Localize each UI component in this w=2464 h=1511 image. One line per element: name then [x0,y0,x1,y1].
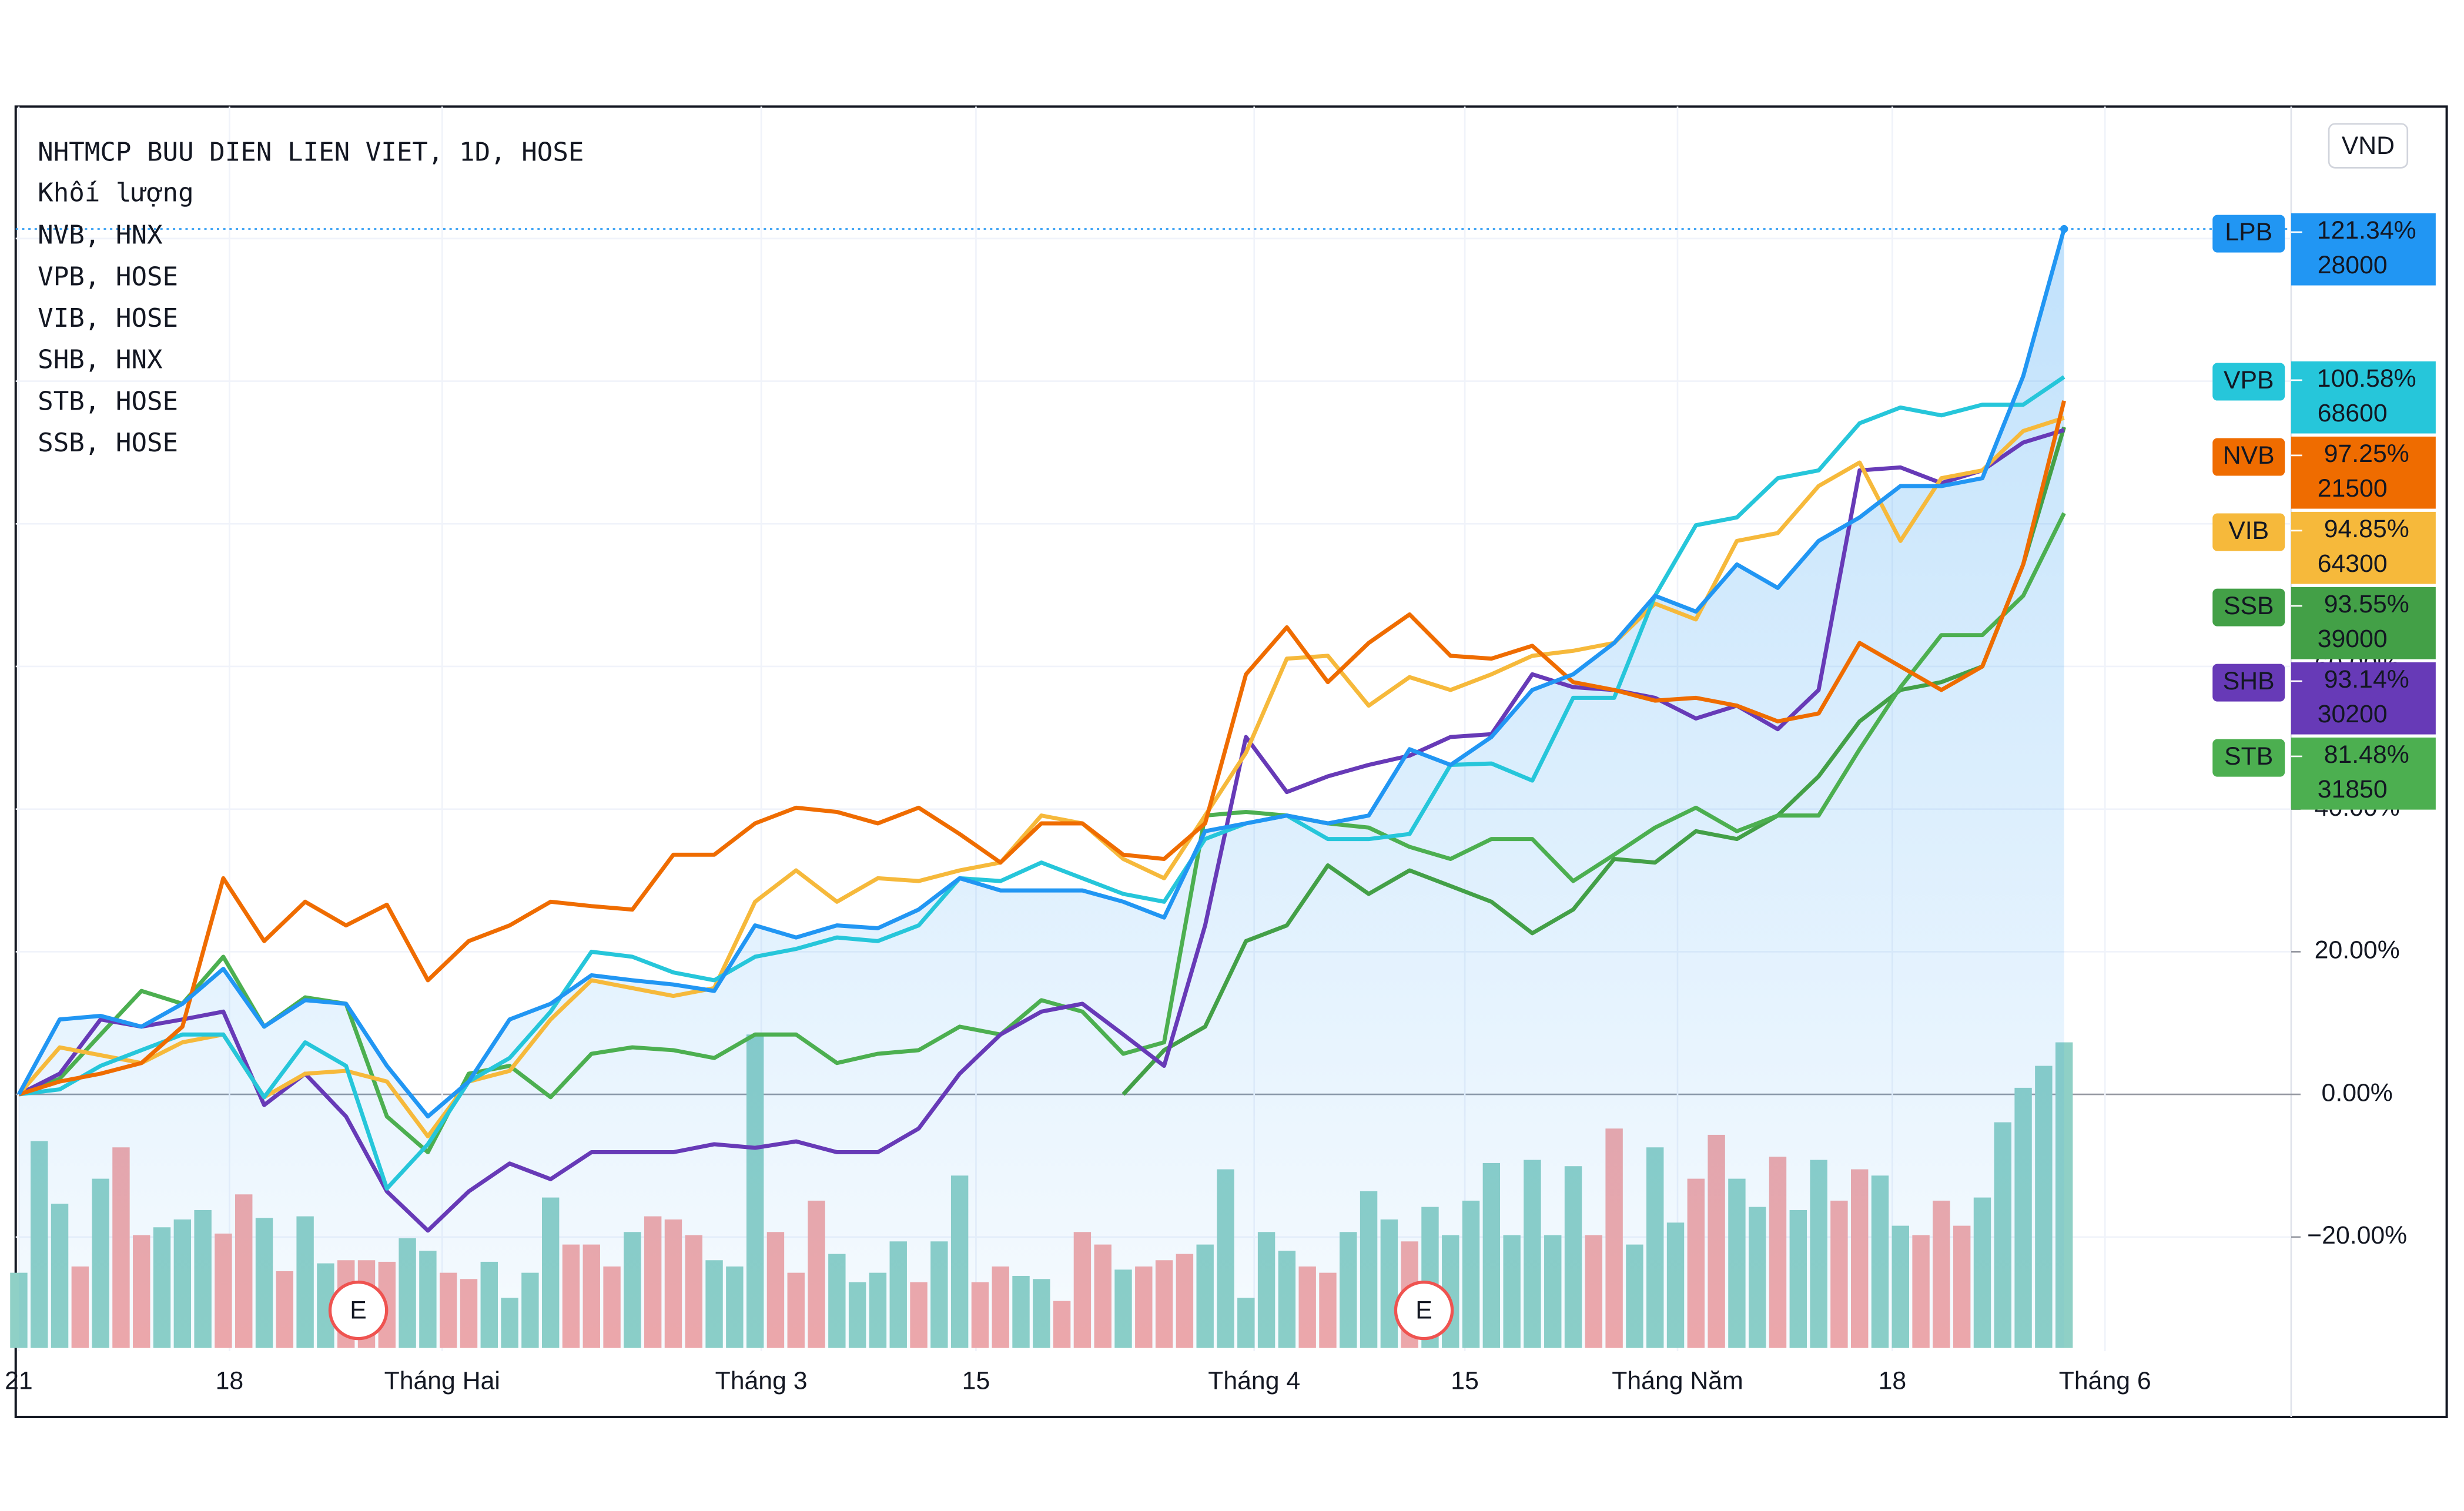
badge-price: 39000 [2318,625,2388,653]
badge-name: VPB [2224,366,2274,394]
legend-title: NHTMCP BUU DIEN LIEN VIET, 1D, HOSE [38,137,584,167]
series-line [18,375,2065,1191]
y-tick-label: 0.00% [2322,1078,2393,1107]
badge-name: VIB [2228,517,2269,545]
price-badge: VIB 94.85% 64300 [2212,511,2436,584]
price-badge: SSB 93.55% 39000 [2212,587,2436,659]
event-marker[interactable] [1394,1280,1454,1341]
badge-name-box [2212,664,2285,702]
event-label: E [350,1296,367,1325]
series-area [19,229,2064,1348]
badge-percent: 93.55% [2324,590,2409,618]
price-badge: LPB 121.34% 28000 [2212,213,2436,286]
legend-entry: SSB, HOSE [38,428,178,458]
badge-percent: 81.48% [2324,741,2409,769]
badge-name-box [2212,363,2285,401]
badge-price: 30200 [2318,700,2388,728]
badge-name: SSB [2224,592,2274,620]
badge-value-box [2291,361,2436,434]
legend-entry: VPB, HOSE [38,262,178,292]
price-badge: SHB 93.14% 30200 [2212,662,2436,735]
legend-volume: Khối lượng [38,178,194,208]
badge-price: 68600 [2318,399,2388,427]
event-label: E [1415,1296,1432,1325]
x-tick-label: Tháng Hai [384,1367,500,1395]
y-tick-label: −20.00% [2307,1221,2407,1249]
badge-name: NVB [2223,441,2275,470]
x-tick-label: Tháng 3 [715,1367,808,1395]
badge-percent: 97.25% [2324,440,2409,468]
price-badge: NVB 97.25% 21500 [2212,436,2436,509]
price-badge: VPB 100.58% 68600 [2212,361,2436,434]
price-badge: STB 81.48% 31850 [2212,737,2436,810]
badge-percent: 93.14% [2324,665,2409,693]
badge-value-box [2291,213,2436,286]
badge-name-box [2212,513,2285,551]
legend-entry: SHB, HNX [38,345,163,375]
badge-value-box [2291,587,2436,659]
badge-name-box [2212,438,2285,476]
badge-value-box [2291,737,2436,810]
series-line [17,416,2065,1139]
series-line [1121,426,2066,1096]
x-tick-label: Tháng 4 [1208,1367,1300,1395]
x-tick-label: 15 [962,1367,990,1395]
badge-value-box [2291,436,2436,509]
badge-name: SHB [2223,667,2275,695]
badge-value-box [2291,511,2436,584]
event-marker[interactable] [328,1280,389,1341]
x-tick-label: Tháng Năm [1612,1367,1743,1395]
badge-name-box [2212,215,2285,253]
legend-entry: STB, HOSE [38,386,178,416]
series-line [17,228,2066,1119]
series-line [18,400,2066,1097]
badge-name: LPB [2225,218,2272,246]
x-tick-label: 18 [216,1367,244,1395]
y-tick-label: 20.00% [2315,936,2400,964]
badge-price: 31850 [2318,775,2388,803]
last-value-dot [2060,225,2068,233]
badge-name-box [2212,739,2285,777]
series-line [18,428,2065,1233]
x-tick-label: 15 [1451,1367,1479,1395]
currency-label: VND [2342,132,2395,160]
x-tick-label: Tháng 6 [2059,1367,2151,1395]
x-tick-label: 18 [1879,1367,1907,1395]
x-tick-label: 21 [5,1367,33,1395]
legend-entry: VIB, HOSE [38,303,178,333]
badge-percent: 100.58% [2317,364,2416,393]
badge-price: 21500 [2318,474,2388,502]
legend-entry: NVB, HNX [38,220,163,250]
badge-price: 28000 [2318,251,2388,279]
badge-percent: 94.85% [2324,515,2409,543]
badge-value-box [2291,662,2436,735]
badge-price: 64300 [2318,550,2388,578]
currency-button[interactable] [2328,123,2409,169]
legend: NHTMCP BUU DIEN LIEN VIET, 1D, HOSE Khối… [38,137,584,458]
frame [14,105,2448,1418]
badge-name-box [2212,588,2285,626]
badge-name: STB [2224,742,2273,770]
series-line [18,512,2066,1154]
badge-percent: 121.34% [2317,216,2416,244]
